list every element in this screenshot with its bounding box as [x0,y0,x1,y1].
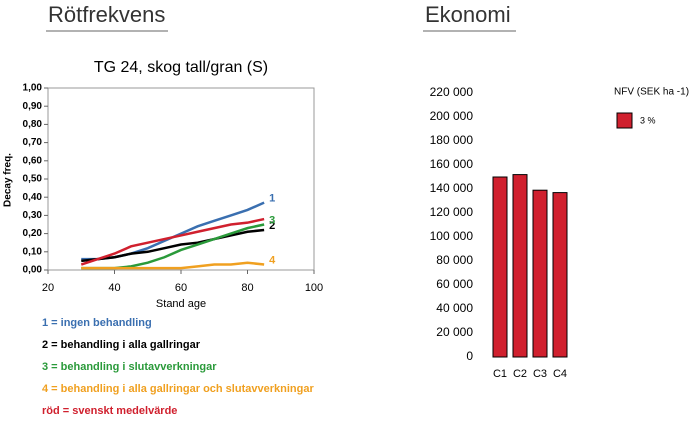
y-tick-label: 0,50 [23,174,43,185]
y-tick-label: 0,20 [23,228,43,239]
y-tick-label: 60 000 [436,277,473,291]
bar [532,189,548,358]
y-tick-label: 0,30 [23,210,43,221]
y-tick-label: 140 000 [430,181,474,195]
x-tick-label: 80 [241,282,253,294]
legend-entry: 2 = behandling i alla gallringar [42,339,201,351]
line-end-label: 3 [269,214,275,226]
legend-entry: 3 % [640,115,656,125]
legend-entry: röd = svenskt medelvärde [42,405,177,417]
x-tick-label: 100 [305,282,323,294]
y-tick-label: 220 000 [430,85,474,99]
x-axis-label: Stand age [156,298,206,310]
y-tick-label: 0,90 [23,101,43,112]
x-tick-label: C4 [553,368,567,380]
y-tick-label: 160 000 [430,157,474,171]
line [81,228,265,263]
y-tick-label: 120 000 [430,205,474,219]
y-tick-label: 200 000 [430,109,474,123]
chart-title: TG 24, skog tall/gran (S) [94,59,268,76]
x-tick-label: 40 [108,282,120,294]
y-tick-label: 0,60 [23,155,43,166]
section-heading: Rötfrekvens [48,2,165,27]
y-tick-label: 180 000 [430,133,474,147]
legend-swatch [616,112,633,129]
line-end-label: 4 [269,254,276,266]
plot-frame [47,87,315,271]
y-tick-label: 20 000 [436,325,473,339]
y-tick-label: 0,80 [23,119,43,130]
y-tick-label: 0,40 [23,192,43,203]
bar [552,192,568,358]
y-tick-label: 0,00 [23,265,43,276]
x-tick-label: 20 [42,282,54,294]
legend-entry: 1 = ingen behandling [42,317,152,329]
legend-title: NFV (SEK ha -1) [614,87,689,98]
section-heading: Ekonomi [425,2,511,27]
bar [492,176,508,358]
y-tick-label: 80 000 [436,253,473,267]
bar [512,174,528,358]
y-tick-label: 40 000 [436,301,473,315]
y-tick-label: 0,10 [23,246,43,257]
line-end-label: 1 [269,193,275,205]
legend-entry: 4 = behandling i alla gallringar och slu… [42,383,314,395]
x-tick-label: C3 [533,368,547,380]
y-tick-label: 0 [466,349,473,363]
x-tick-label: 60 [175,282,187,294]
y-axis-label: Decay freq. [3,153,14,207]
line [80,217,265,266]
y-tick-label: 0,70 [23,137,43,148]
line [81,261,265,270]
line-end-label: 2 [269,220,275,232]
x-tick-label: C2 [513,368,527,380]
legend-entry: 3 = behandling i slutavverkningar [42,361,217,373]
y-tick-label: 1,00 [23,83,43,94]
x-tick-label: C1 [493,368,507,380]
y-tick-label: 100 000 [430,229,474,243]
